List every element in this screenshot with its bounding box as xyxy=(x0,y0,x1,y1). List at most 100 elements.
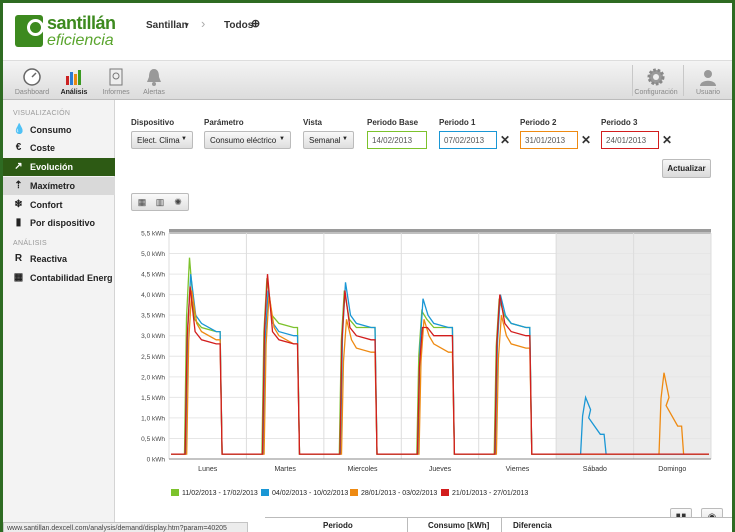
legend-swatch xyxy=(441,489,449,496)
brand-logo[interactable]: santillán eficiencia xyxy=(15,11,133,53)
y-tick-label: 2,0 kWh xyxy=(141,374,165,381)
user-icon xyxy=(700,70,716,86)
dispositivo-select[interactable]: Elect. Clima ▼ xyxy=(131,131,193,149)
sidebar-item-label: Maxímetro xyxy=(30,181,76,191)
toolbar-divider xyxy=(632,65,633,96)
periodo-3-label: Periodo 3 xyxy=(601,118,638,127)
caret-down-icon[interactable]: ▾ xyxy=(185,22,189,29)
legend-item-2[interactable]: 04/02/2013 - 10/02/2013 xyxy=(261,489,348,497)
section-visualizacion: VISUALIZACIÓN xyxy=(13,110,71,117)
dispositivo-label: Dispositivo xyxy=(131,118,175,127)
x-tick-label: Miercoles xyxy=(348,466,378,473)
app-frame: santillán eficiencia Santillan ▾ › Todos… xyxy=(3,3,732,532)
sidebar-item-reactiva[interactable]: R Reactiva xyxy=(3,250,115,268)
bar-chart-icon xyxy=(66,70,81,85)
legend-label: 04/02/2013 - 10/02/2013 xyxy=(272,490,349,497)
zoom-add-icon[interactable]: ⊕ xyxy=(251,18,261,30)
sidebar-item-label: Confort xyxy=(30,200,63,210)
periodo-2-input[interactable]: 31/01/2013 xyxy=(520,131,578,149)
configuracion-button[interactable]: Configuración xyxy=(633,61,679,100)
peak-icon: ⇡ xyxy=(14,180,23,191)
y-tick-label: 5,0 kWh xyxy=(141,251,165,258)
reactive-icon: R xyxy=(14,253,23,264)
sidebar-item-consumo[interactable]: 💧 Consumo xyxy=(3,121,115,139)
vista-select[interactable]: Semanal ▼ xyxy=(303,131,354,149)
summary-table-header: Periodo Consumo [kWh] Diferencia xyxy=(265,517,732,532)
bell-icon xyxy=(147,69,161,86)
sidebar-item-evolucion[interactable]: ↗ Evolución xyxy=(3,158,115,176)
x-tick-label: Martes xyxy=(274,466,296,473)
parametro-select[interactable]: Consumo eléctrico ▼ xyxy=(204,131,291,149)
breadcrumb-todos[interactable]: Todos xyxy=(224,20,254,31)
parametro-value: Consumo eléctrico xyxy=(210,136,277,145)
legend-item-3[interactable]: 28/01/2013 - 03/02/2013 xyxy=(350,489,437,497)
breadcrumb-santillan[interactable]: Santillan xyxy=(146,20,188,31)
line-chart-icon: ↗ xyxy=(14,161,23,172)
analisis-button[interactable]: Análisis xyxy=(53,61,95,100)
status-bar: www.santillan.dexcell.com/analysis/deman… xyxy=(3,522,248,532)
periodo-base-input[interactable]: 14/02/2013 xyxy=(367,131,427,149)
legend-label: 21/01/2013 - 27/01/2013 xyxy=(452,490,529,497)
dispositivo-value: Elect. Clima xyxy=(137,136,180,145)
vista-value: Semanal xyxy=(309,136,341,145)
actualizar-button[interactable]: Actualizar xyxy=(662,159,711,178)
informes-label: Informes xyxy=(102,89,130,96)
informes-button[interactable]: Informes xyxy=(95,61,137,100)
y-tick-label: 1,0 kWh xyxy=(141,415,165,422)
sidebar-item-label: Por dispositivo xyxy=(30,218,96,228)
legend-swatch xyxy=(261,489,269,496)
legend-label: 11/02/2013 - 17/02/2013 xyxy=(182,490,258,497)
vista-label: Vista xyxy=(303,118,322,127)
periodo-2-label: Periodo 2 xyxy=(520,118,557,127)
y-tick-label: 0 kWh xyxy=(147,457,166,464)
brand-name: santillán xyxy=(47,13,116,33)
grid-view-icon[interactable]: ▦ xyxy=(137,197,147,207)
y-tick-label: 4,5 kWh xyxy=(141,272,165,279)
parametro-label: Parámetro xyxy=(204,118,244,127)
series-line xyxy=(171,274,709,455)
y-tick-label: 0,5 kWh xyxy=(141,436,165,443)
legend-item-1[interactable]: 11/02/2013 - 17/02/2013 xyxy=(171,489,258,497)
col-diferencia: Diferencia xyxy=(513,521,552,530)
dashboard-button[interactable]: Dashboard xyxy=(11,61,53,100)
y-tick-label: 3,0 kWh xyxy=(141,333,165,340)
y-tick-label: 3,5 kWh xyxy=(141,313,165,320)
y-tick-label: 2,5 kWh xyxy=(141,354,165,361)
chevron-right-icon: › xyxy=(201,16,206,31)
ledger-icon: ▦ xyxy=(13,272,24,283)
periodo-3-input[interactable]: 24/01/2013 xyxy=(601,131,659,149)
remove-periodo-1-icon[interactable]: ✕ xyxy=(500,133,511,147)
caret-down-icon: ▼ xyxy=(181,136,187,142)
sidebar-item-contabilidad[interactable]: ▦ Contabilidad Energética xyxy=(3,269,115,287)
usuario-button[interactable]: Usuario xyxy=(687,61,729,100)
x-tick-label: Sábado xyxy=(583,466,607,473)
col-consumo: Consumo [kWh] xyxy=(428,521,490,530)
periodo-1-input[interactable]: 07/02/2013 xyxy=(439,131,497,149)
usuario-label: Usuario xyxy=(695,89,721,96)
bars-icon: ▮ xyxy=(15,217,22,228)
sidebar-item-coste[interactable]: € Coste xyxy=(3,139,115,157)
thermometer-icon: ❄ xyxy=(14,199,23,210)
brand-sub: eficiencia xyxy=(47,32,114,49)
periodo-base-label: Periodo Base xyxy=(367,118,419,127)
legend-item-4[interactable]: 21/01/2013 - 27/01/2013 xyxy=(441,489,528,497)
y-tick-label: 4,0 kWh xyxy=(141,292,165,299)
chart-top-band xyxy=(169,229,711,234)
thermo-view-icon[interactable]: ▥ xyxy=(155,197,165,207)
alertas-label: Alertas xyxy=(143,89,165,96)
gauge-icon xyxy=(23,68,41,86)
x-tick-label: Jueves xyxy=(429,466,452,473)
sidebar-item-maximetro[interactable]: ⇡ Maxímetro xyxy=(3,177,115,195)
remove-periodo-3-icon[interactable]: ✕ xyxy=(662,133,673,147)
drops-icon: 💧 xyxy=(13,124,26,135)
sidebar-item-confort[interactable]: ❄ Confort xyxy=(3,196,115,214)
section-analisis: ANÁLISIS xyxy=(13,240,47,247)
sidebar-item-por-dispositivo[interactable]: ▮ Por dispositivo xyxy=(3,214,115,232)
configuracion-label: Configuración xyxy=(634,89,678,96)
caret-down-icon: ▼ xyxy=(279,136,285,142)
fan-view-icon[interactable]: ✺ xyxy=(174,197,182,207)
alertas-button[interactable]: Alertas xyxy=(133,61,175,100)
remove-periodo-2-icon[interactable]: ✕ xyxy=(581,133,592,147)
x-tick-label: Viernes xyxy=(506,466,530,473)
sidebar-item-label: Coste xyxy=(30,143,56,153)
